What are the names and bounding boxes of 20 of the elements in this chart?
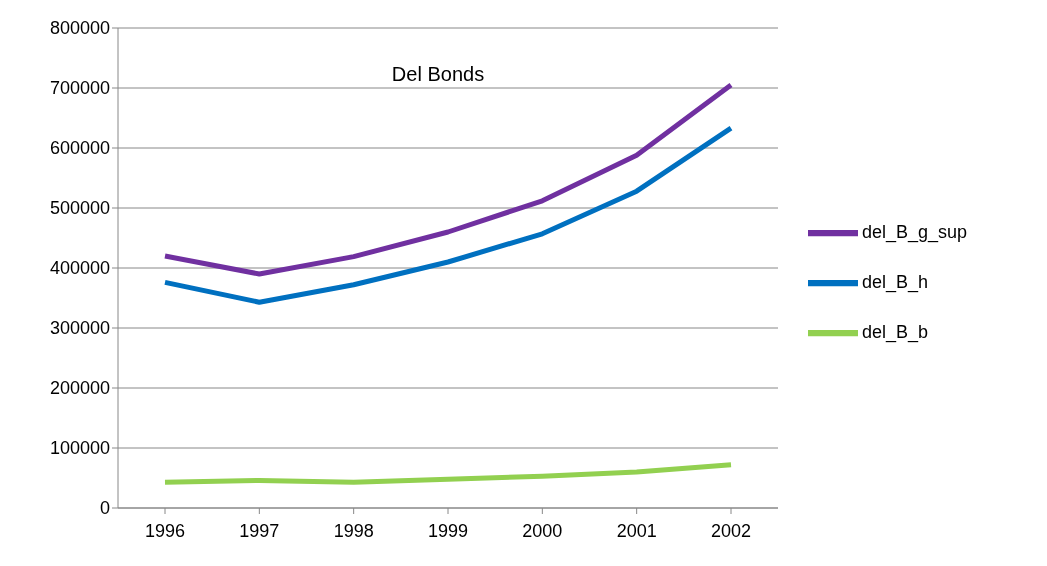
- y-tick-label: 800000: [49, 18, 110, 39]
- y-tick-label: 300000: [49, 318, 110, 339]
- x-tick-label: 1999: [427, 520, 469, 541]
- y-tick-label: 500000: [49, 198, 110, 219]
- x-tick-label: 1998: [333, 520, 374, 541]
- legend-label: del_B_g_sup: [862, 221, 968, 242]
- y-tick-label: 0: [99, 498, 110, 519]
- text: Del Bonds: [390, 63, 486, 86]
- y-tick-label: 200000: [49, 378, 110, 399]
- x-tick-label: 2001: [616, 520, 657, 541]
- legend-label: del_B_h: [862, 271, 929, 292]
- y-tick-label: 700000: [49, 78, 110, 99]
- x-tick-label: 2000: [522, 520, 563, 541]
- y-tick-label: 400000: [49, 258, 110, 279]
- legend-label: del_B_b: [862, 321, 929, 342]
- x-tick-label: 1996: [144, 520, 186, 541]
- y-tick-label: 600000: [49, 138, 110, 159]
- x-tick-label: 2002: [710, 520, 752, 541]
- y-tick-label: 100000: [49, 438, 110, 459]
- x-tick-label: 1997: [239, 520, 280, 541]
